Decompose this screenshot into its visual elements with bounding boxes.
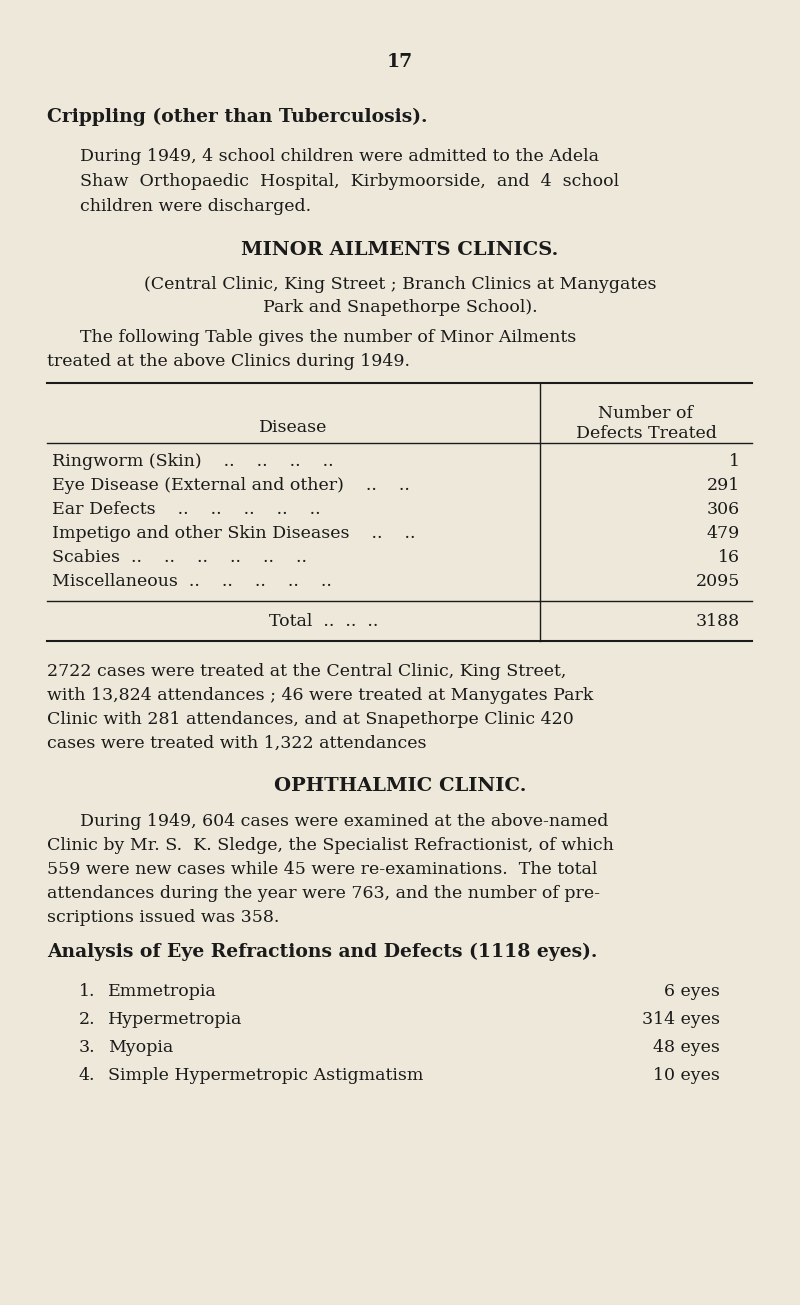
Text: MINOR AILMENTS CLINICS.: MINOR AILMENTS CLINICS. (242, 241, 558, 258)
Text: During 1949, 604 cases were examined at the above-named: During 1949, 604 cases were examined at … (80, 813, 608, 830)
Text: OPHTHALMIC CLINIC.: OPHTHALMIC CLINIC. (274, 776, 526, 795)
Text: Park and Snapethorpe School).: Park and Snapethorpe School). (262, 299, 538, 316)
Text: 3188: 3188 (696, 613, 740, 630)
Text: 17: 17 (387, 54, 413, 70)
Text: Miscellaneous  ..    ..    ..    ..    ..: Miscellaneous .. .. .. .. .. (52, 573, 332, 590)
Text: Clinic with 281 attendances, and at Snapethorpe Clinic 420: Clinic with 281 attendances, and at Snap… (47, 711, 574, 728)
Text: attendances during the year were 763, and the number of pre­: attendances during the year were 763, an… (47, 885, 600, 902)
Text: 479: 479 (706, 525, 740, 542)
Text: Clinic by Mr. S.  K. Sledge, the Specialist Refractionist, of which: Clinic by Mr. S. K. Sledge, the Speciali… (47, 837, 614, 853)
Text: cases were treated with 1,322 attendances: cases were treated with 1,322 attendance… (47, 735, 426, 752)
Text: During 1949, 4 school children were admitted to the Adela: During 1949, 4 school children were admi… (80, 147, 599, 164)
Text: Impetigo and other Skin Diseases    ..    ..: Impetigo and other Skin Diseases .. .. (52, 525, 415, 542)
Text: Simple Hypermetropic Astigmatism: Simple Hypermetropic Astigmatism (108, 1067, 423, 1084)
Text: Eye Disease (External and other)    ..    ..: Eye Disease (External and other) .. .. (52, 478, 410, 495)
Text: scriptions issued was 358.: scriptions issued was 358. (47, 910, 279, 927)
Text: 314 eyes: 314 eyes (642, 1011, 720, 1028)
Text: Crippling (other than Tuberculosis).: Crippling (other than Tuberculosis). (47, 108, 427, 127)
Text: 10 eyes: 10 eyes (653, 1067, 720, 1084)
Text: The following Table gives the number of Minor Ailments: The following Table gives the number of … (80, 329, 576, 346)
Text: 559 were new cases while 45 were re-examinations.  The total: 559 were new cases while 45 were re-exam… (47, 861, 598, 878)
Text: Scabies  ..    ..    ..    ..    ..    ..: Scabies .. .. .. .. .. .. (52, 549, 307, 566)
Text: 48 eyes: 48 eyes (653, 1039, 720, 1056)
Text: Emmetropia: Emmetropia (108, 983, 217, 1000)
Text: 2095: 2095 (696, 573, 740, 590)
Text: Analysis of Eye Refractions and Defects (1118 eyes).: Analysis of Eye Refractions and Defects … (47, 944, 598, 962)
Text: Ear Defects    ..    ..    ..    ..    ..: Ear Defects .. .. .. .. .. (52, 501, 321, 518)
Text: 6 eyes: 6 eyes (664, 983, 720, 1000)
Text: (Central Clinic, King Street ; Branch Clinics at Manygates: (Central Clinic, King Street ; Branch Cl… (144, 275, 656, 294)
Text: Defects Treated: Defects Treated (575, 425, 717, 442)
Text: Ringworm (Skin)    ..    ..    ..    ..: Ringworm (Skin) .. .. .. .. (52, 453, 334, 470)
Text: 16: 16 (718, 549, 740, 566)
Text: Shaw  Orthopaedic  Hospital,  Kirbymoorside,  and  4  school: Shaw Orthopaedic Hospital, Kirbymoorside… (80, 174, 619, 191)
Text: with 13,824 attendances ; 46 were treated at Manygates Park: with 13,824 attendances ; 46 were treate… (47, 686, 594, 703)
Text: Myopia: Myopia (108, 1039, 174, 1056)
Text: Hypermetropia: Hypermetropia (108, 1011, 242, 1028)
Text: 2722 cases were treated at the Central Clinic, King Street,: 2722 cases were treated at the Central C… (47, 663, 566, 680)
Text: Total  ..  ..  ..: Total .. .. .. (269, 613, 378, 630)
Text: 3.: 3. (78, 1039, 95, 1056)
Text: Disease: Disease (259, 419, 328, 436)
Text: treated at the above Clinics during 1949.: treated at the above Clinics during 1949… (47, 352, 410, 371)
Text: 1: 1 (729, 453, 740, 470)
Text: Number of: Number of (598, 405, 694, 422)
Text: children were discharged.: children were discharged. (80, 198, 311, 215)
Text: 1.: 1. (78, 983, 95, 1000)
Text: 306: 306 (707, 501, 740, 518)
Text: 4.: 4. (78, 1067, 95, 1084)
Text: 291: 291 (706, 478, 740, 495)
Text: 2.: 2. (78, 1011, 95, 1028)
